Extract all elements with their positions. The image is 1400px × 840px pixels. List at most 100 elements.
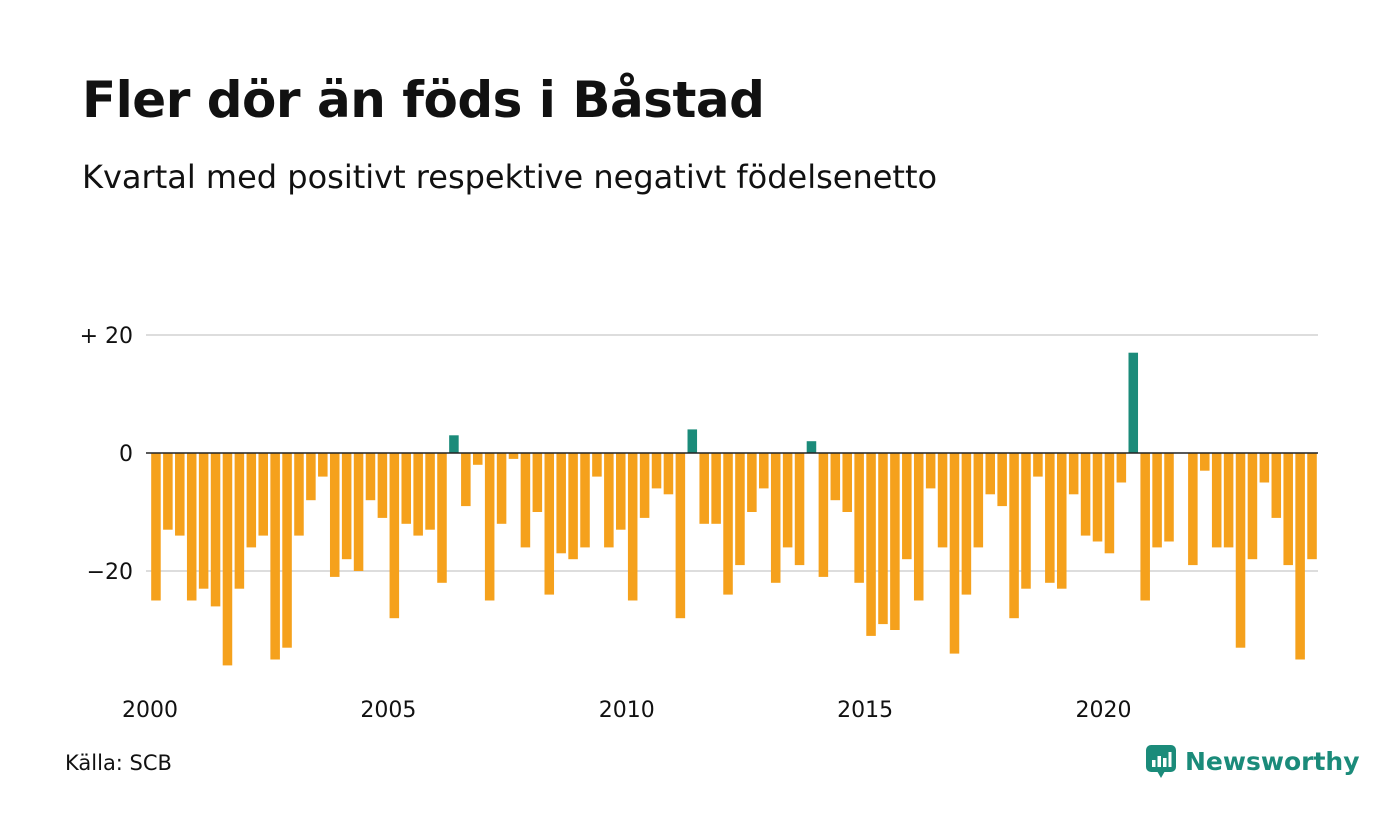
bar-negative — [389, 453, 400, 619]
x-tick-label: 2000 — [122, 698, 178, 723]
source-note: Källa: SCB — [65, 751, 172, 775]
bar-negative — [651, 453, 662, 489]
bar-negative — [425, 453, 435, 530]
bar-negative — [1188, 453, 1198, 566]
chart-subtitle: Kvartal med positivt respektive negativt… — [82, 158, 938, 196]
bar-negative — [1068, 453, 1079, 495]
bar-negative — [532, 453, 543, 512]
chart-title: Fler dör än föds i Båstad — [82, 71, 765, 129]
bar-negative — [282, 453, 292, 648]
bar-negative — [913, 453, 924, 601]
bar-negative — [365, 453, 376, 501]
bar-negative — [1295, 453, 1305, 660]
bar-negative — [1307, 453, 1317, 560]
x-tick-label: 2015 — [837, 698, 893, 723]
bar-negative — [270, 453, 280, 660]
bar-negative — [401, 453, 412, 524]
bar-negative — [1092, 453, 1103, 542]
bar-negative — [461, 453, 471, 507]
bar-negative — [842, 453, 852, 512]
bar-negative — [544, 453, 555, 595]
bar-negative — [353, 453, 364, 571]
y-tick-label: −20 — [87, 560, 133, 585]
bar-negative — [770, 453, 781, 583]
bar-negative — [1247, 453, 1258, 560]
newsworthy-logo: Newsworthy — [1146, 744, 1360, 780]
bar-negative — [556, 453, 566, 554]
bar-negative — [1009, 453, 1019, 619]
x-tick-label: 2020 — [1075, 698, 1131, 723]
bar-negative — [151, 453, 161, 601]
bar-negative — [699, 453, 709, 524]
bar-negative — [735, 453, 745, 566]
bar-negative — [592, 453, 602, 477]
bar-negative — [973, 453, 984, 548]
bars — [151, 352, 1317, 666]
bar-negative — [854, 453, 864, 583]
bar-negative — [1080, 453, 1091, 536]
bar-negative — [616, 453, 626, 530]
y-tick-label: + 20 — [80, 324, 133, 349]
bar-negative — [627, 453, 638, 601]
bar-negative — [1200, 453, 1210, 471]
bar-negative — [866, 453, 876, 636]
newsworthy-chat-chart-icon — [1146, 745, 1176, 778]
bar-negative — [1104, 453, 1115, 554]
y-tick-label: 0 — [119, 442, 133, 467]
bar-negative — [472, 453, 483, 465]
bar-negative — [818, 453, 829, 577]
y-tick-labels: + 20 0 −20 — [80, 324, 133, 585]
bar-negative — [568, 453, 578, 560]
bar-negative — [294, 453, 304, 536]
bar-negative — [198, 453, 209, 589]
bar-negative — [1164, 453, 1174, 542]
bar-positive — [1128, 352, 1139, 453]
bar-negative — [377, 453, 388, 518]
bar-negative — [1271, 453, 1282, 518]
x-tick-label: 2010 — [599, 698, 655, 723]
bar-negative — [878, 453, 888, 625]
bar-negative — [1021, 453, 1031, 589]
bar-chart: + 20 0 −20 2000 2005 2010 2015 2020 — [80, 324, 1318, 723]
bar-negative — [318, 453, 328, 477]
bar-negative — [794, 453, 805, 566]
bar-negative — [484, 453, 495, 601]
bar-negative — [675, 453, 686, 619]
bar-negative — [663, 453, 674, 495]
bar-negative — [496, 453, 507, 524]
bar-negative — [1235, 453, 1246, 648]
bar-negative — [1116, 453, 1127, 483]
bar-negative — [1211, 453, 1222, 548]
bar-negative — [604, 453, 614, 548]
bar-negative — [961, 453, 972, 595]
bar-negative — [1056, 453, 1067, 589]
bar-negative — [985, 453, 996, 495]
bar-negative — [830, 453, 841, 501]
bar-negative — [949, 453, 960, 654]
bar-negative — [1045, 453, 1055, 583]
bar-negative — [759, 453, 769, 489]
bar-negative — [163, 453, 173, 530]
bar-negative — [222, 453, 233, 666]
bar-negative — [329, 453, 340, 577]
bar-negative — [1259, 453, 1270, 483]
bar-negative — [937, 453, 948, 548]
bar-negative — [1033, 453, 1043, 477]
bar-negative — [639, 453, 650, 518]
bar-negative — [186, 453, 197, 601]
brand-name: Newsworthy — [1185, 747, 1360, 776]
bar-negative — [902, 453, 912, 560]
bar-negative — [413, 453, 423, 536]
bar-negative — [520, 453, 531, 548]
bar-negative — [258, 453, 268, 536]
bar-negative — [234, 453, 245, 589]
bar-negative — [711, 453, 721, 524]
bar-negative — [175, 453, 185, 536]
bar-negative — [246, 453, 257, 548]
bar-negative — [890, 453, 900, 630]
bar-negative — [782, 453, 793, 548]
bar-negative — [723, 453, 733, 595]
bar-positive — [687, 429, 698, 453]
bar-negative — [1283, 453, 1293, 566]
bar-positive — [806, 441, 817, 453]
